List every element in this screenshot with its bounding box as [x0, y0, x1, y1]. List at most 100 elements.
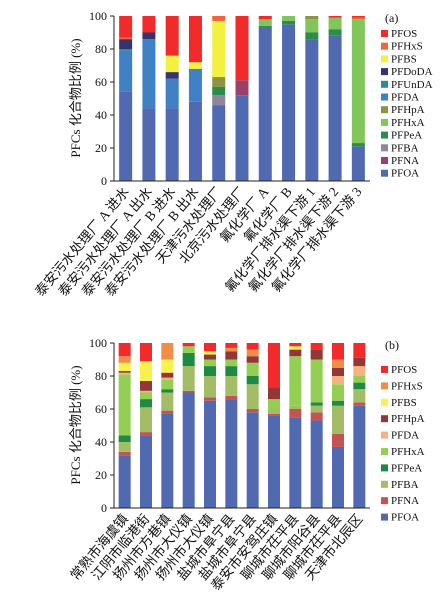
bar-segment-b-0-pfda — [118, 372, 131, 375]
legend-swatch-a-pfunda — [381, 80, 388, 88]
legend-swatch-a-pfba — [381, 144, 388, 152]
bar-segment-a-0-pfdoda — [119, 39, 133, 49]
bar-segment-a-0-pfda — [119, 50, 133, 92]
bar-segment-b-10-pfda — [332, 376, 344, 385]
bar-segment-a-6-pfos — [258, 16, 272, 20]
legend-swatch-b-pfhxa — [381, 448, 388, 455]
bar-segment-a-9-pfoa — [328, 35, 342, 181]
bar-segment-a-0-pfunda — [119, 49, 133, 51]
y-tick-label-a-4: 80 — [95, 42, 107, 56]
bar-segment-b-10-pfhpa — [332, 367, 344, 376]
bar-segment-b-9-pfna — [310, 412, 323, 421]
legend-swatch-a-pfna — [381, 157, 388, 164]
legend-label-a-pfda: PFDA — [391, 92, 419, 104]
legend-swatch-b-pfba — [381, 480, 388, 488]
bar-segment-a-10-pfoa — [351, 146, 365, 181]
panel-label-b: (b) — [385, 338, 399, 352]
bar-segment-b-11-pfba — [353, 389, 366, 403]
bar-segment-b-11-pfoa — [353, 405, 366, 508]
bar-segment-b-8-pfba — [289, 405, 302, 409]
y-tick-label-a-2: 40 — [95, 108, 107, 122]
bar-segment-b-1-pfna — [140, 432, 152, 436]
legend-label-b-pfoa: PFOA — [391, 512, 419, 524]
bar-segment-b-10-pfna — [332, 433, 344, 447]
bar-segment-b-9-pfoa — [310, 420, 323, 508]
legend-label-b-pfda: PFDA — [391, 430, 419, 442]
legend-label-a-pfbs: PFBS — [391, 53, 417, 65]
bar-segment-a-5-pfna — [235, 80, 249, 96]
bar-segment-a-4-pfoa — [212, 105, 226, 181]
bar-segment-b-2-pfna — [161, 410, 174, 414]
bar-segment-a-1-pfoa — [142, 108, 156, 181]
bar-segment-a-10-pfhxs — [351, 17, 365, 20]
legend-swatch-a-pfhxa — [381, 118, 388, 126]
bar-segment-a-1-pfdoda — [142, 32, 156, 40]
bar-segment-b-1-pfos — [140, 343, 152, 362]
bar-segment-a-2-pfbs — [165, 55, 179, 73]
bar-segment-a-10-pfpea — [351, 143, 365, 147]
bar-segment-b-9-pfhpa — [310, 349, 323, 360]
legend-label-b-pfhxs: PFHxS — [391, 380, 423, 392]
bar-segment-a-7-pfhxa — [282, 16, 296, 21]
bar-segment-b-8-pfos — [289, 343, 302, 347]
bar-segment-b-6-pfhpa — [246, 356, 259, 363]
bar-segment-a-0-pfoa — [119, 91, 133, 181]
bar-segment-b-9-pfhxa — [310, 359, 323, 403]
bar-segment-b-1-pfba — [140, 407, 152, 433]
y-tick-label-b-1: 20 — [95, 468, 107, 482]
bar-segment-b-3-pfos — [182, 343, 195, 347]
y-tick-label-b-2: 40 — [95, 435, 107, 449]
bar-segment-b-7-pfba — [268, 409, 280, 414]
bar-segment-b-0-pfbs — [118, 362, 131, 372]
bar-segment-b-1-pfbs — [140, 361, 152, 381]
bar-segment-b-4-pfpea — [204, 366, 216, 376]
bar-segment-b-5-pfna — [225, 395, 238, 400]
legend-label-a-pfhxa: PFHxA — [391, 117, 425, 129]
bar-segment-b-1-pfda — [140, 390, 152, 393]
bar-segment-b-6-pfhxs — [246, 349, 259, 357]
bar-segment-b-2-pfda — [161, 377, 174, 380]
bar-segment-b-10-pfhxs — [332, 359, 344, 368]
bar-segment-b-10-pfhxa — [332, 384, 344, 401]
y-tick-label-b-0: 0 — [101, 501, 107, 515]
legend-label-b-pfhxa: PFHxA — [391, 446, 425, 458]
bar-segment-b-3-pfoa — [182, 392, 195, 508]
legend-label-b-pfba: PFBA — [391, 479, 419, 491]
bar-segment-b-1-pfhpa — [140, 380, 152, 391]
bar-segment-a-5-pfos — [235, 16, 249, 81]
bar-segment-a-2-pfos — [165, 16, 179, 56]
legend-swatch-b-pfpea — [381, 464, 388, 472]
legend-label-a-pfpea: PFPeA — [391, 130, 422, 142]
legend-label-a-pfna: PFNA — [391, 155, 419, 167]
legend-label-b-pfbs: PFBS — [391, 397, 417, 409]
bar-segment-b-5-pfhxa — [225, 359, 238, 367]
bar-segment-b-4-pfbs — [204, 351, 216, 355]
bar-segment-b-7-pfhpa — [268, 387, 280, 400]
bar-segment-b-4-pfhxa — [204, 359, 216, 367]
legend-label-a-pfoa: PFOA — [391, 168, 419, 180]
bar-segment-b-8-pfhxa — [289, 356, 302, 406]
bar-segment-b-5-pfhxs — [225, 347, 238, 352]
bar-segment-a-7-pfoa — [282, 24, 296, 181]
bar-segment-a-7-pfpea — [282, 20, 296, 25]
bar-segment-a-2-pfdoda — [165, 72, 179, 79]
bar-segment-a-10-pfhxa — [351, 19, 365, 144]
bar-segment-a-1-pfda — [142, 39, 156, 109]
legend-label-a-pfhpa: PFHpA — [391, 104, 425, 116]
bar-segment-b-1-pfoa — [140, 435, 152, 508]
bar-segment-b-3-pfba — [182, 366, 195, 391]
legend-swatch-a-pfhpa — [381, 106, 388, 114]
y-axis-title-a: PFCs 化合物比例 (%) — [68, 38, 83, 157]
bar-segment-a-4-pfbs — [212, 20, 226, 78]
bar-segment-b-7-pfna — [268, 413, 280, 416]
bar-segment-a-4-pfhpa — [212, 77, 226, 87]
bar-segment-b-2-pfba — [161, 392, 174, 411]
bar-segment-a-2-pfda — [165, 78, 179, 109]
panel-label-a: (a) — [385, 11, 398, 25]
legend-swatch-a-pfos — [381, 30, 388, 37]
y-tick-label-a-5: 100 — [89, 9, 107, 23]
bar-segment-b-0-pfna — [118, 451, 131, 456]
bar-segment-b-6-pfoa — [246, 412, 259, 508]
bar-segment-a-4-pfba — [212, 95, 226, 106]
bar-segment-b-2-pfpea — [161, 389, 174, 393]
